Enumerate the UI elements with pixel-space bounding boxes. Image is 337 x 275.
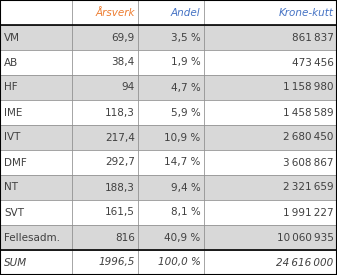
Text: 14,7 %: 14,7 % <box>164 158 201 167</box>
Bar <box>0 200 72 225</box>
Text: 4,7 %: 4,7 % <box>171 82 201 92</box>
Bar <box>72 250 138 275</box>
Bar <box>138 0 204 25</box>
Bar <box>204 150 337 175</box>
Bar <box>138 100 204 125</box>
Bar <box>138 75 204 100</box>
Bar <box>72 100 138 125</box>
Bar <box>72 25 138 50</box>
Bar <box>0 225 72 250</box>
Text: IVT: IVT <box>4 133 21 142</box>
Text: IME: IME <box>4 108 23 117</box>
Bar <box>0 150 72 175</box>
Text: 292,7: 292,7 <box>105 158 135 167</box>
Text: 118,3: 118,3 <box>105 108 135 117</box>
Bar <box>138 175 204 200</box>
Bar <box>204 75 337 100</box>
Bar <box>0 75 72 100</box>
Text: SVT: SVT <box>4 208 24 218</box>
Bar <box>204 25 337 50</box>
Text: 3,5 %: 3,5 % <box>171 32 201 43</box>
Bar <box>0 100 72 125</box>
Text: 2 680 450: 2 680 450 <box>283 133 334 142</box>
Text: AB: AB <box>4 57 19 67</box>
Bar <box>0 50 72 75</box>
Bar <box>138 150 204 175</box>
Text: 1 158 980: 1 158 980 <box>283 82 334 92</box>
Bar <box>0 0 72 25</box>
Bar <box>72 0 138 25</box>
Text: 473 456: 473 456 <box>292 57 334 67</box>
Bar <box>138 250 204 275</box>
Text: 38,4: 38,4 <box>112 57 135 67</box>
Text: 24 616 000: 24 616 000 <box>276 257 334 268</box>
Bar <box>0 125 72 150</box>
Bar <box>204 125 337 150</box>
Text: Årsverk: Årsverk <box>95 7 135 18</box>
Bar <box>138 25 204 50</box>
Text: 2 321 659: 2 321 659 <box>283 183 334 192</box>
Text: VM: VM <box>4 32 20 43</box>
Text: 188,3: 188,3 <box>105 183 135 192</box>
Bar <box>138 125 204 150</box>
Bar <box>72 225 138 250</box>
Bar <box>0 175 72 200</box>
Text: 69,9: 69,9 <box>112 32 135 43</box>
Bar <box>204 250 337 275</box>
Text: 10 060 935: 10 060 935 <box>277 232 334 243</box>
Text: HF: HF <box>4 82 18 92</box>
Bar <box>72 150 138 175</box>
Bar <box>204 225 337 250</box>
Text: 816: 816 <box>115 232 135 243</box>
Text: Fellesadm.: Fellesadm. <box>4 232 60 243</box>
Bar <box>204 50 337 75</box>
Bar <box>0 250 72 275</box>
Bar <box>0 25 72 50</box>
Bar <box>204 100 337 125</box>
Text: 100,0 %: 100,0 % <box>158 257 201 268</box>
Text: 1 458 589: 1 458 589 <box>283 108 334 117</box>
Bar <box>72 200 138 225</box>
Bar <box>138 225 204 250</box>
Text: SUM: SUM <box>4 257 28 268</box>
Bar <box>72 175 138 200</box>
Text: 1 991 227: 1 991 227 <box>283 208 334 218</box>
Text: DMF: DMF <box>4 158 27 167</box>
Bar <box>72 125 138 150</box>
Text: 5,9 %: 5,9 % <box>171 108 201 117</box>
Bar <box>72 75 138 100</box>
Text: NT: NT <box>4 183 19 192</box>
Text: 217,4: 217,4 <box>105 133 135 142</box>
Text: Krone-kutt: Krone-kutt <box>279 7 334 18</box>
Text: 1,9 %: 1,9 % <box>171 57 201 67</box>
Text: 40,9 %: 40,9 % <box>164 232 201 243</box>
Text: 861 837: 861 837 <box>292 32 334 43</box>
Text: 3 608 867: 3 608 867 <box>283 158 334 167</box>
Bar <box>138 50 204 75</box>
Text: 8,1 %: 8,1 % <box>171 208 201 218</box>
Text: 94: 94 <box>122 82 135 92</box>
Bar <box>204 200 337 225</box>
Bar <box>204 0 337 25</box>
Bar <box>138 200 204 225</box>
Text: 9,4 %: 9,4 % <box>171 183 201 192</box>
Text: Andel: Andel <box>171 7 201 18</box>
Bar <box>204 175 337 200</box>
Text: 10,9 %: 10,9 % <box>164 133 201 142</box>
Text: 161,5: 161,5 <box>105 208 135 218</box>
Text: 1996,5: 1996,5 <box>98 257 135 268</box>
Bar <box>72 50 138 75</box>
